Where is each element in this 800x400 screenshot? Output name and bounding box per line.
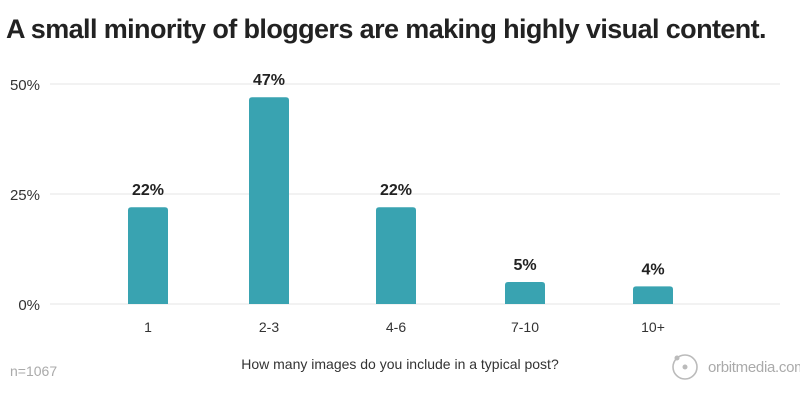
data-label: 22% <box>380 182 412 199</box>
y-tick-label: 0% <box>18 297 40 314</box>
data-label: 5% <box>513 257 536 274</box>
x-axis-label: How many images do you include in a typi… <box>241 356 559 372</box>
bar <box>505 282 545 304</box>
logo-text: orbitmedia.com <box>708 358 800 376</box>
data-label: 4% <box>641 261 664 278</box>
bar <box>128 207 168 304</box>
sample-size-note: n=1067 <box>10 363 58 379</box>
x-tick-label: 4-6 <box>386 319 406 335</box>
orbitmedia-logo: orbitmedia.com <box>670 352 800 382</box>
data-label: 47% <box>253 72 285 89</box>
x-tick-label: 10+ <box>641 319 665 335</box>
bar <box>249 97 289 304</box>
chart-title: A small minority of bloggers are making … <box>6 14 767 44</box>
y-tick-label: 25% <box>10 187 40 204</box>
x-tick-label: 2-3 <box>259 319 279 335</box>
x-tick-label: 7-10 <box>511 319 539 335</box>
bar <box>633 286 673 304</box>
data-label: 22% <box>132 182 164 199</box>
y-tick-label: 50% <box>10 77 40 94</box>
x-tick-label: 1 <box>144 319 152 335</box>
bar <box>376 207 416 304</box>
orbit-icon <box>672 354 698 380</box>
